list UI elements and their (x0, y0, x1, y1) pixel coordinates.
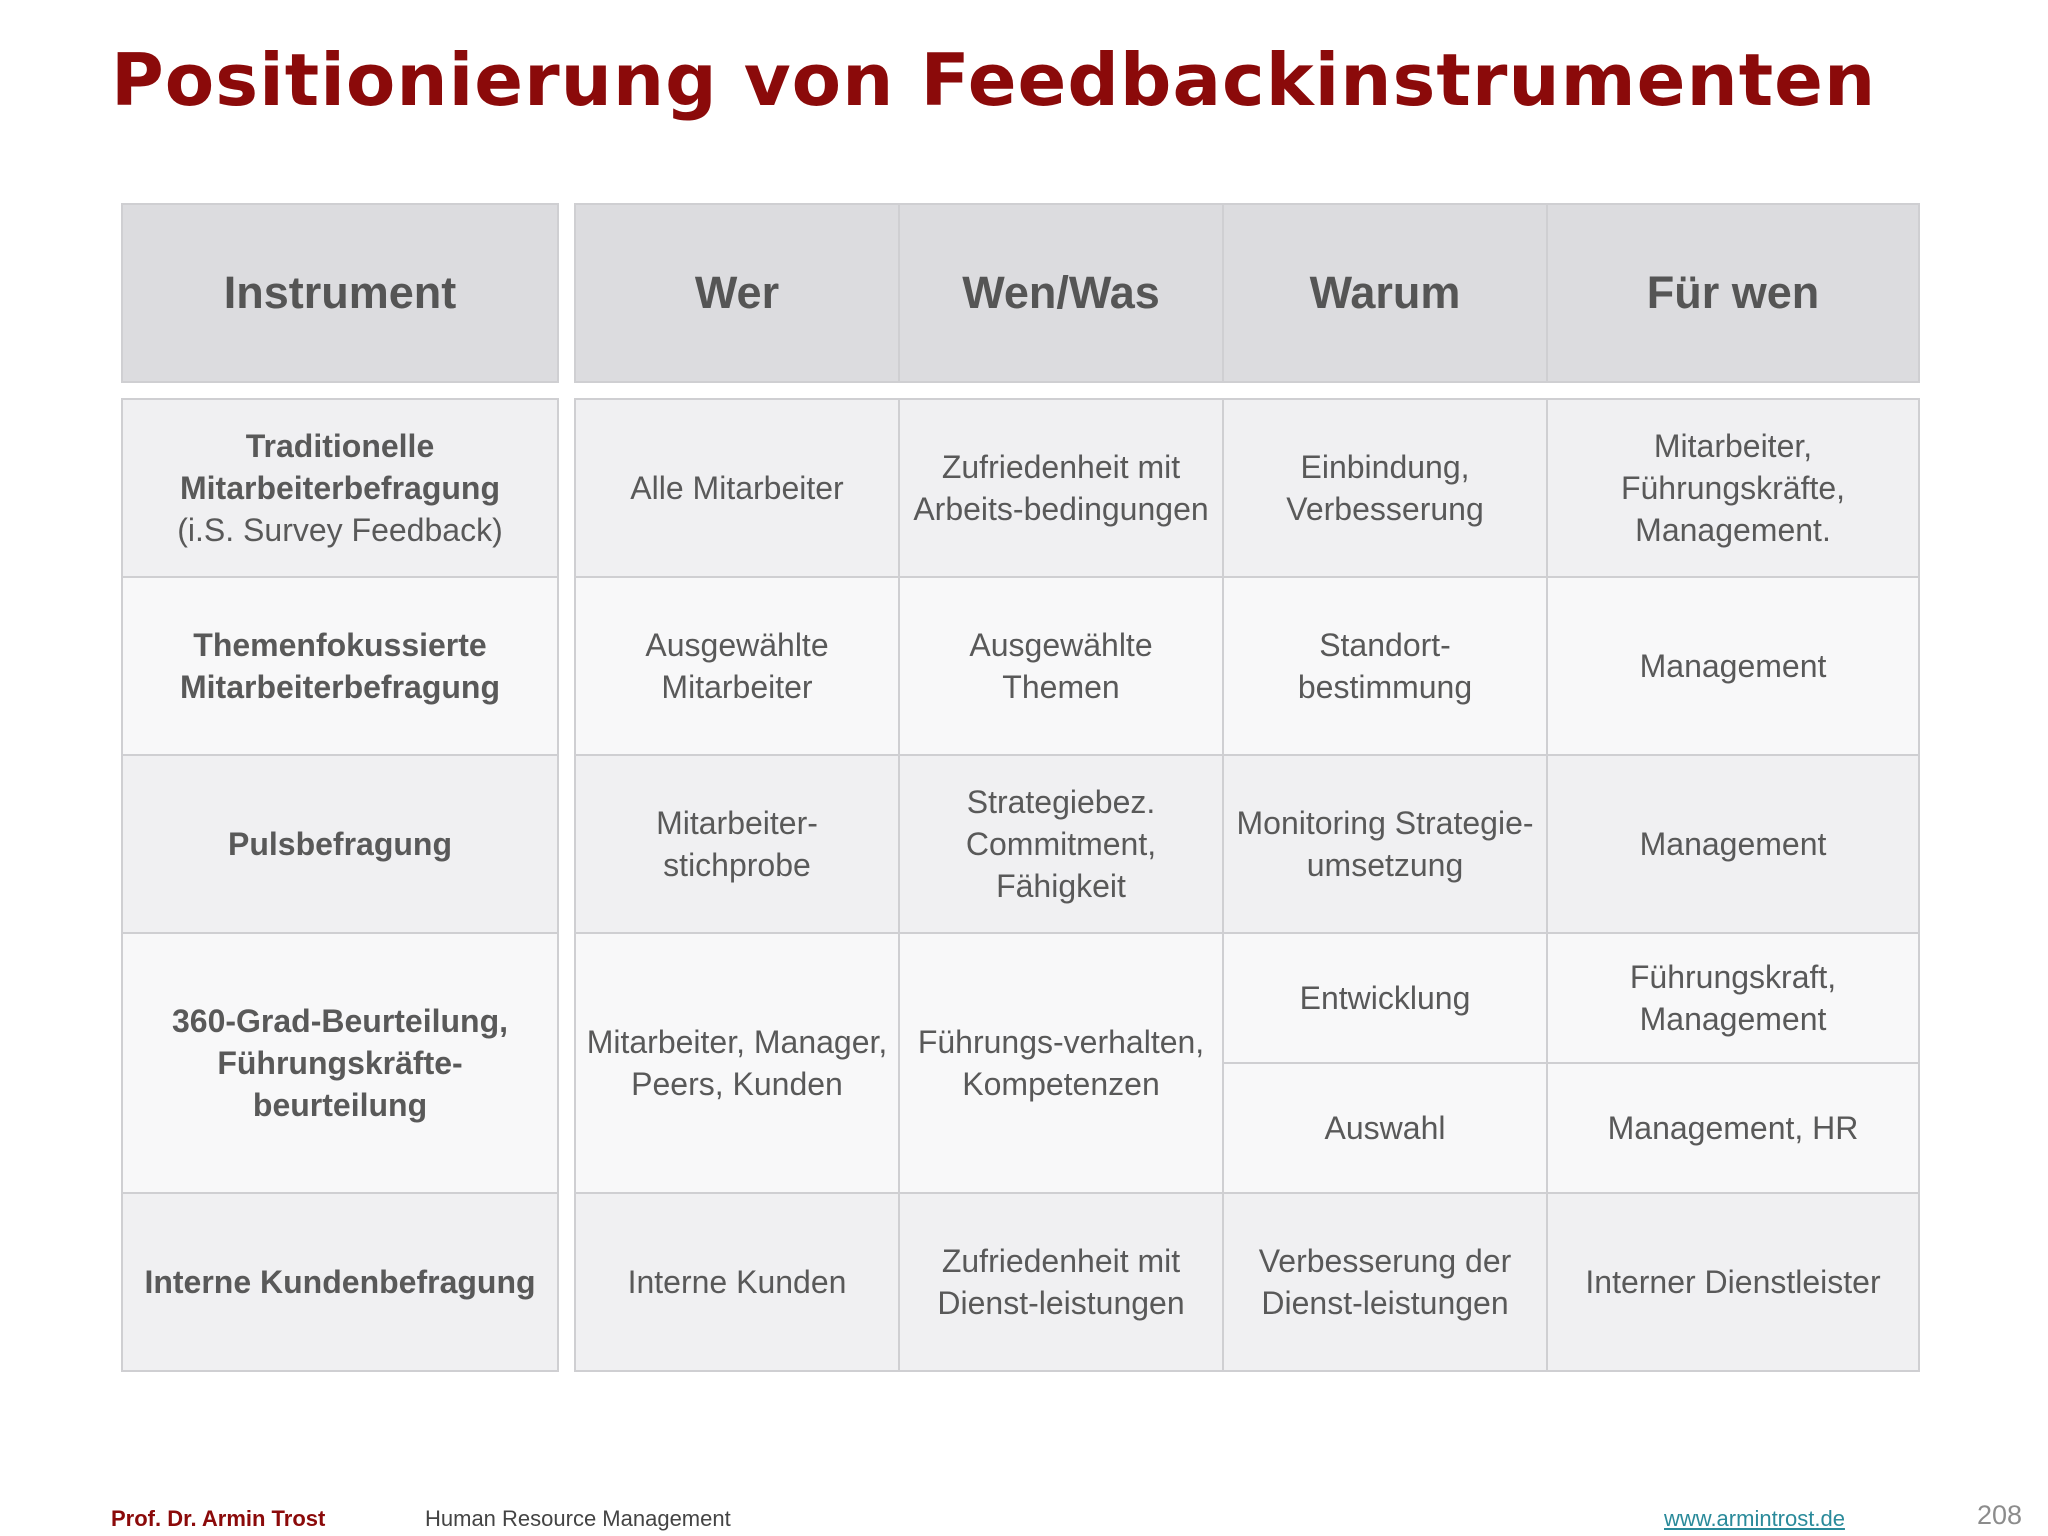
header-warum: Warum (1222, 203, 1548, 383)
header-wer: Wer (574, 203, 900, 383)
row-3-wer: Mitarbeiter-stichprobe (574, 754, 900, 934)
row-5-fuer-wen: Interner Dienstleister (1546, 1192, 1920, 1372)
row-2-fuer-wen: Management (1546, 576, 1920, 756)
row-1-instrument-sub: (i.S. Survey Feedback) (177, 512, 503, 548)
row-3-warum: Monitoring Strategie-umsetzung (1222, 754, 1548, 934)
row-2-instrument: Themenfokussierte Mitarbeiterbefragung (121, 576, 559, 756)
row-4-wen-was: Führungs-verhalten, Kompetenzen (898, 932, 1224, 1194)
row-4-warum-2: Auswahl (1222, 1062, 1548, 1194)
header-fuer-wen: Für wen (1546, 203, 1920, 383)
row-2-wer: Ausgewählte Mitarbeiter (574, 576, 900, 756)
footer-website-link[interactable]: www.armintrost.de (1664, 1506, 1845, 1531)
row-2-warum: Standort-bestimmung (1222, 576, 1548, 756)
row-1-warum: Einbindung, Verbesserung (1222, 398, 1548, 578)
row-4-instrument: 360-Grad-Beurteilung, Führungskräfte-beu… (121, 932, 559, 1194)
row-4-warum-1: Entwicklung (1222, 932, 1548, 1064)
header-wen-was: Wen/Was (898, 203, 1224, 383)
row-3-instrument: Pulsbefragung (121, 754, 559, 934)
header-instrument: Instrument (121, 203, 559, 383)
row-4-fuer-wen-2: Management, HR (1546, 1062, 1920, 1194)
row-1-instrument-label: Traditionelle Mitarbeiterbefragung (179, 428, 501, 506)
page-number: 208 (1977, 1500, 2023, 1530)
row-5-wer: Interne Kunden (574, 1192, 900, 1372)
page-title: Positionierung von Feedbackinstrumenten (111, 38, 1877, 122)
row-1-fuer-wen: Mitarbeiter, Führungskräfte, Management. (1546, 398, 1920, 578)
row-4-fuer-wen-1: Führungskraft, Management (1546, 932, 1920, 1064)
row-2-wen-was: Ausgewählte Themen (898, 576, 1224, 756)
row-1-wen-was: Zufriedenheit mit Arbeits-bedingungen (898, 398, 1224, 578)
row-5-wen-was: Zufriedenheit mit Dienst-leistungen (898, 1192, 1224, 1372)
row-4-wer: Mitarbeiter, Manager, Peers, Kunden (574, 932, 900, 1194)
row-1-wer: Alle Mitarbeiter (574, 398, 900, 578)
row-1-instrument: Traditionelle Mitarbeiterbefragung (i.S.… (121, 398, 559, 578)
row-3-wen-was: Strategiebez. Commitment, Fähigkeit (898, 754, 1224, 934)
footer-course: Human Resource Management (425, 1506, 731, 1531)
row-5-warum: Verbesserung der Dienst-leistungen (1222, 1192, 1548, 1372)
footer-author: Prof. Dr. Armin Trost (111, 1506, 326, 1531)
row-5-instrument: Interne Kundenbefragung (121, 1192, 559, 1372)
row-3-fuer-wen: Management (1546, 754, 1920, 934)
